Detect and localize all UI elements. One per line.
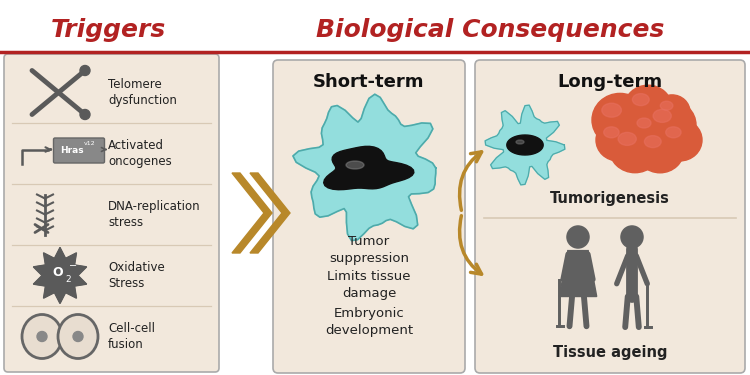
Ellipse shape: [58, 315, 98, 358]
Ellipse shape: [346, 161, 364, 169]
Circle shape: [621, 226, 643, 248]
Ellipse shape: [604, 127, 619, 138]
Ellipse shape: [632, 94, 650, 106]
Ellipse shape: [592, 93, 648, 147]
FancyBboxPatch shape: [4, 54, 219, 372]
Polygon shape: [293, 94, 436, 241]
Ellipse shape: [516, 140, 524, 144]
Circle shape: [73, 332, 83, 342]
Ellipse shape: [644, 100, 696, 150]
Text: O: O: [53, 266, 63, 279]
Polygon shape: [232, 173, 272, 253]
Text: Tissue ageing: Tissue ageing: [553, 345, 668, 360]
Polygon shape: [560, 251, 597, 297]
Ellipse shape: [602, 103, 622, 117]
Polygon shape: [33, 248, 87, 303]
Polygon shape: [485, 105, 565, 185]
Text: Biological Consequences: Biological Consequences: [316, 18, 664, 42]
Polygon shape: [250, 173, 290, 253]
Text: Short-term: Short-term: [314, 73, 424, 91]
Ellipse shape: [624, 85, 672, 131]
Ellipse shape: [596, 119, 640, 161]
Text: Oxidative
Stress: Oxidative Stress: [108, 261, 165, 290]
Ellipse shape: [609, 123, 661, 173]
Ellipse shape: [637, 118, 651, 128]
Polygon shape: [507, 135, 543, 155]
Circle shape: [37, 332, 47, 342]
Circle shape: [80, 110, 90, 120]
FancyBboxPatch shape: [475, 60, 745, 373]
Ellipse shape: [653, 110, 671, 122]
Text: Tumorigenesis: Tumorigenesis: [550, 190, 670, 206]
Text: Tumor
suppression: Tumor suppression: [329, 235, 409, 265]
FancyBboxPatch shape: [53, 138, 104, 163]
Text: Activated
oncogenes: Activated oncogenes: [108, 139, 172, 168]
Text: Long-term: Long-term: [557, 73, 662, 91]
Ellipse shape: [644, 136, 662, 148]
Polygon shape: [324, 146, 414, 190]
Ellipse shape: [658, 119, 702, 161]
Text: v12: v12: [84, 141, 96, 146]
Text: DNA-replication
stress: DNA-replication stress: [108, 200, 201, 229]
Ellipse shape: [636, 127, 684, 173]
Ellipse shape: [666, 127, 681, 138]
Text: Embryonic
development: Embryonic development: [325, 307, 413, 337]
Ellipse shape: [630, 111, 670, 149]
FancyBboxPatch shape: [273, 60, 465, 373]
Text: Telomere
dysfunction: Telomere dysfunction: [108, 78, 177, 107]
Ellipse shape: [660, 101, 673, 110]
Text: 2: 2: [65, 275, 70, 284]
Text: Limits tissue
damage: Limits tissue damage: [327, 270, 411, 300]
Text: Triggers: Triggers: [50, 18, 166, 42]
Text: Hras: Hras: [60, 146, 84, 155]
Circle shape: [567, 226, 589, 248]
Circle shape: [80, 66, 90, 75]
Ellipse shape: [654, 95, 690, 129]
Text: Cell-cell
fusion: Cell-cell fusion: [108, 322, 155, 351]
Text: −: −: [69, 261, 77, 270]
Ellipse shape: [618, 132, 636, 146]
Ellipse shape: [22, 315, 62, 358]
